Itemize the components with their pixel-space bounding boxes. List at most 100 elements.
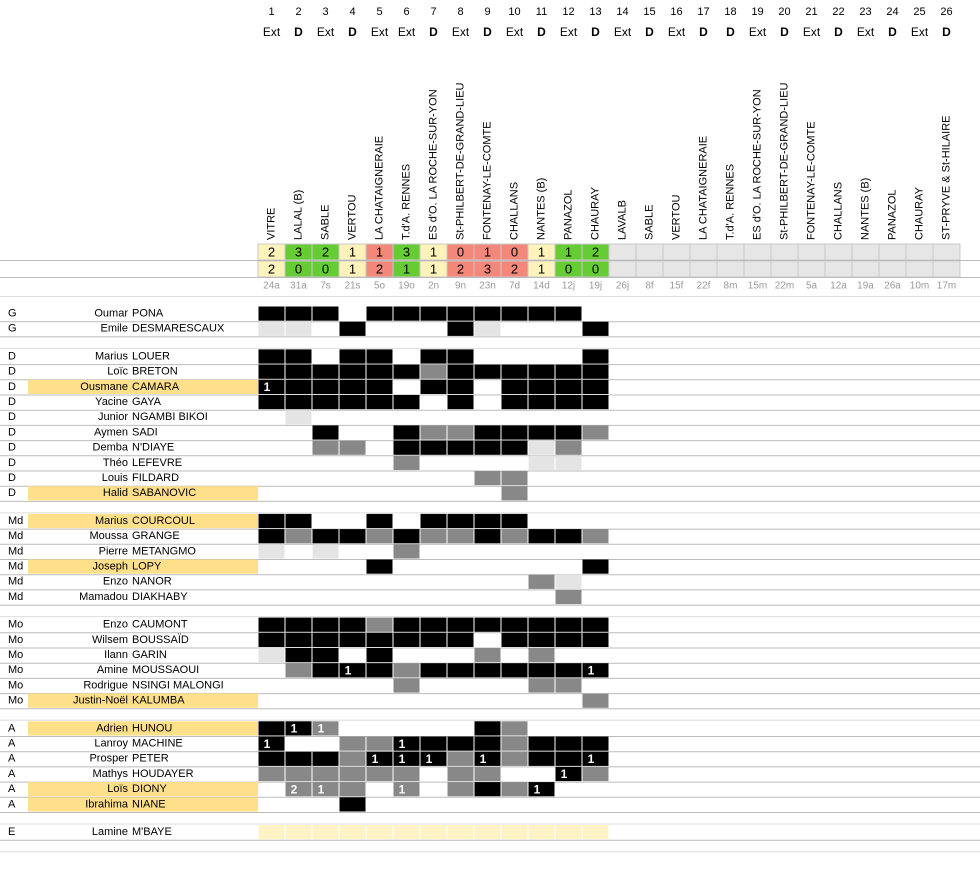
opponent: ES d'O. LA ROCHE-SUR-YON	[427, 89, 439, 240]
position: A	[8, 738, 16, 750]
cell	[555, 663, 582, 678]
cell	[447, 321, 474, 336]
opponent: FONTENAY-LE-COMTE	[805, 121, 817, 240]
cell	[555, 574, 582, 589]
cell	[258, 721, 285, 736]
opponent: LALAL (B)	[292, 190, 304, 240]
cell	[420, 425, 447, 440]
cell	[285, 825, 312, 840]
match-number: 17	[697, 6, 709, 18]
match-number: 6	[403, 6, 409, 18]
date: 22f	[697, 281, 711, 292]
first-name: Mamadou	[79, 591, 128, 603]
cell	[555, 678, 582, 693]
cell	[555, 440, 582, 455]
opponent: CHALLANS	[832, 182, 844, 240]
goals: 1	[399, 782, 406, 796]
cell	[474, 617, 501, 632]
first-name: Loïs	[107, 783, 128, 795]
cell	[258, 544, 285, 559]
name-highlight	[28, 721, 258, 736]
score-cell	[851, 260, 880, 278]
date: 19a	[857, 281, 874, 292]
opponent: SABLE	[319, 205, 331, 240]
cell	[420, 751, 447, 766]
goals: 1	[399, 752, 406, 766]
cell	[312, 766, 339, 782]
opponent: LA CHATAIGNERAIE	[697, 136, 709, 240]
cell	[339, 321, 366, 336]
last-name: HOUDAYER	[132, 768, 194, 780]
venue: Ext	[614, 25, 632, 39]
first-name: Louis	[102, 472, 129, 484]
date: 7d	[509, 281, 520, 292]
opponent: NANTES (B)	[859, 178, 871, 240]
goals: 1	[534, 782, 541, 796]
cell	[258, 632, 285, 647]
score-against: 1	[403, 261, 410, 276]
cell	[312, 425, 339, 440]
opponent: T.d'A. RENNES	[724, 164, 736, 240]
score-cell	[716, 243, 745, 261]
score-cell	[689, 260, 718, 278]
match-number: 25	[913, 6, 925, 18]
cell	[366, 395, 393, 410]
score-against: 2	[511, 261, 518, 276]
cell	[285, 349, 312, 364]
cell	[366, 648, 393, 663]
cell	[339, 617, 366, 632]
date: 12j	[562, 281, 575, 292]
date: 26a	[884, 281, 901, 292]
first-name: Emile	[100, 323, 128, 335]
cell	[393, 736, 420, 751]
cell	[501, 751, 528, 766]
venue: D	[348, 25, 357, 39]
position: Md	[8, 530, 23, 542]
cell	[393, 440, 420, 455]
position: Mo	[8, 634, 23, 646]
cell	[420, 349, 447, 364]
match-number: 10	[508, 6, 520, 18]
cell	[474, 440, 501, 455]
cell	[501, 825, 528, 840]
match-number: 22	[832, 6, 844, 18]
score-against: 0	[592, 261, 599, 276]
date: 19j	[589, 281, 602, 292]
position: G	[8, 323, 17, 335]
position: Mo	[8, 619, 23, 631]
cell	[285, 663, 312, 678]
last-name: METANGMO	[132, 545, 196, 557]
cell	[312, 825, 339, 840]
cell	[420, 736, 447, 751]
cell	[528, 425, 555, 440]
cell	[474, 364, 501, 379]
position: Mo	[8, 679, 23, 691]
opponent: LAVALB	[616, 200, 628, 240]
score-against: 1	[430, 261, 437, 276]
position: A	[8, 722, 16, 734]
match-number: 13	[589, 6, 601, 18]
cell	[447, 513, 474, 529]
cell	[582, 736, 609, 751]
cell	[582, 766, 609, 782]
cell	[312, 306, 339, 321]
score-cell	[932, 243, 961, 261]
score-for: 3	[295, 244, 302, 259]
position: D	[8, 381, 16, 393]
score-cell	[716, 260, 745, 278]
venue: Ext	[560, 25, 578, 39]
cell	[285, 379, 312, 394]
position: Md	[8, 576, 23, 588]
match-number: 14	[616, 6, 628, 18]
cell	[258, 395, 285, 410]
goals: 1	[588, 663, 595, 677]
goals: 1	[291, 722, 298, 736]
cell	[528, 678, 555, 693]
last-name: MACHINE	[132, 738, 183, 750]
cell	[501, 782, 528, 797]
cell	[582, 559, 609, 574]
cell	[339, 825, 366, 840]
goals: 1	[264, 380, 271, 394]
score-cell	[824, 260, 853, 278]
position: Md	[8, 545, 23, 557]
